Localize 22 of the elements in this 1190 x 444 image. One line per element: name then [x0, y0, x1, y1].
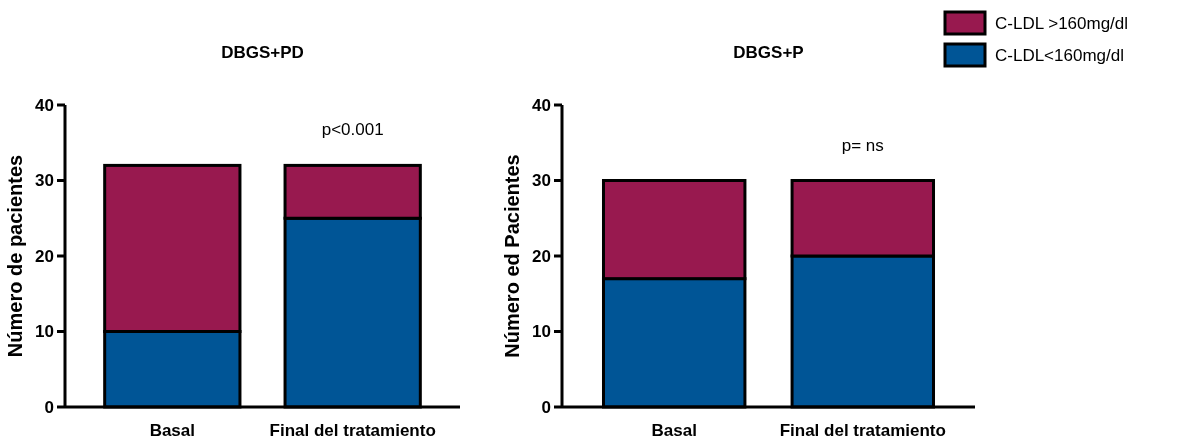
x-tick-label: Final del tratamiento	[269, 421, 436, 440]
annotation: p<0.001	[321, 120, 384, 139]
y-tick-label: 10	[532, 322, 551, 342]
y-tick-label: 0	[541, 397, 551, 417]
y-tick-label: 20	[35, 246, 54, 266]
y-tick-label: 30	[35, 171, 54, 191]
legend-label: C-LDL >160mg/dl	[995, 13, 1129, 33]
chart-title: DBGS+PD	[221, 43, 304, 62]
y-axis-title: Número de pacientes	[4, 154, 26, 358]
chart-title: DBGS+P	[733, 43, 804, 62]
y-tick-label: 40	[532, 95, 551, 115]
y-tick-label: 10	[35, 322, 54, 342]
y-tick-label: 20	[532, 246, 551, 266]
y-tick-label: 0	[44, 397, 54, 417]
y-tick-label: 40	[35, 95, 54, 115]
y-axis-title: Número ed Pacientes	[501, 154, 523, 358]
annotation: p= ns	[841, 136, 884, 155]
x-tick-label: Basal	[651, 421, 697, 440]
x-tick-label: Final del tratamiento	[779, 421, 946, 440]
x-tick-label: Basal	[149, 421, 195, 440]
legend-label: C-LDL<160mg/dl	[995, 45, 1124, 65]
y-tick-label: 30	[532, 171, 551, 191]
